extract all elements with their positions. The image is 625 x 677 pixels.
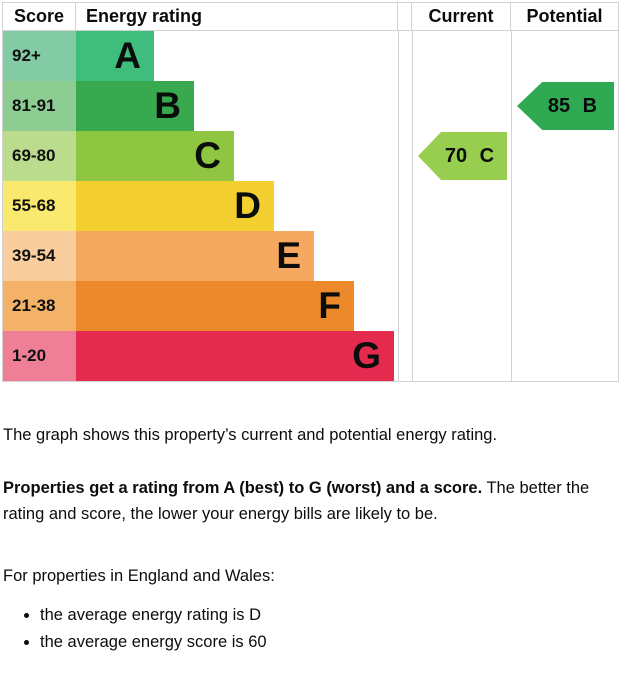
band-bar-a: A: [76, 31, 154, 81]
rating-explanation-text: Properties get a rating from A (best) to…: [3, 475, 620, 527]
header-energy-rating: Energy rating: [76, 3, 398, 30]
header-gutter: [398, 3, 411, 30]
potential-column: 85 B: [512, 31, 618, 381]
band-row-f: 21-38 F: [3, 281, 398, 331]
column-gutter: [399, 31, 412, 381]
band-score-range: 55-68: [3, 181, 76, 231]
band-bar-b: B: [76, 81, 194, 131]
band-score-range: 69-80: [3, 131, 76, 181]
band-row-c: 69-80 C: [3, 131, 398, 181]
rating-explanation-rest: The better the rating and score, the low…: [3, 479, 590, 523]
epc-page: Score Energy rating Current Potential 92…: [0, 0, 625, 655]
current-column: 70 C: [412, 31, 512, 381]
band-row-e: 39-54 E: [3, 231, 398, 281]
graph-intro-text: The graph shows this property’s current …: [3, 426, 498, 444]
band-row-d: 55-68 D: [3, 181, 398, 231]
average-score-item: the average energy score is 60: [40, 629, 620, 655]
rating-bands: 92+ A 81-91 B 69-80 C 55-68 D 39-54 E: [3, 31, 399, 381]
average-rating-item: the average energy rating is D: [40, 602, 620, 628]
band-row-b: 81-91 B: [3, 81, 398, 131]
band-score-range: 81-91: [3, 81, 76, 131]
averages-list: the average energy rating is D the avera…: [3, 602, 620, 655]
band-bar-e: E: [76, 231, 314, 281]
band-score-range: 92+: [3, 31, 76, 81]
band-score-range: 39-54: [3, 231, 76, 281]
header-current: Current: [411, 3, 511, 30]
epc-rating-chart: Score Energy rating Current Potential 92…: [2, 2, 619, 382]
current-rating-arrow: 70 C: [418, 132, 507, 180]
band-row-g: 1-20 G: [3, 331, 398, 381]
band-bar-c: C: [76, 131, 234, 181]
chart-body: 92+ A 81-91 B 69-80 C 55-68 D 39-54 E: [3, 31, 618, 381]
band-bar-g: G: [76, 331, 394, 381]
description-section: The graph shows this property’s current …: [2, 422, 622, 655]
rating-explanation-bold: Properties get a rating from A (best) to…: [3, 479, 483, 497]
header-score: Score: [3, 3, 76, 30]
band-score-range: 1-20: [3, 331, 76, 381]
header-potential: Potential: [526, 6, 603, 26]
band-bar-f: F: [76, 281, 354, 331]
band-row-a: 92+ A: [3, 31, 398, 81]
band-bar-d: D: [76, 181, 274, 231]
chart-header-row: Score Energy rating Current Potential: [3, 3, 618, 31]
band-score-range: 21-38: [3, 281, 76, 331]
region-line: For properties in England and Wales:: [3, 567, 275, 585]
potential-rating-arrow: 85 B: [517, 82, 614, 130]
